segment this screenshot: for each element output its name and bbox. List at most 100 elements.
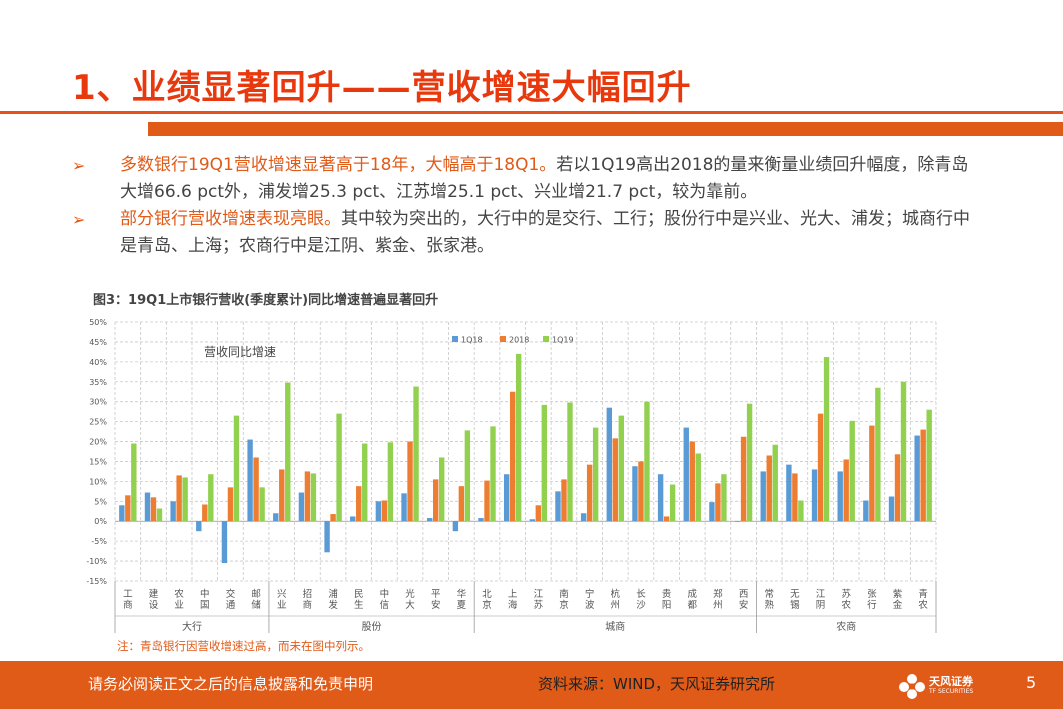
bar-2018 bbox=[253, 457, 259, 522]
bar-2018 bbox=[715, 483, 721, 522]
y-tick-label: -15% bbox=[86, 577, 107, 586]
x-tick-label: 张 bbox=[867, 589, 877, 600]
bullet-item: ➢ 部分银行营收增速表现亮眼。其中较为突出的，大行中的是交行、工行；股份行中是兴… bbox=[72, 206, 972, 260]
x-tick-label: 上 bbox=[508, 589, 518, 600]
bar-2018 bbox=[227, 487, 234, 522]
x-tick-label: 江 bbox=[534, 589, 544, 600]
bar-2018 bbox=[663, 516, 670, 522]
bar-1Q18 bbox=[683, 427, 689, 522]
bar-1Q18 bbox=[811, 469, 818, 522]
bar-1Q18 bbox=[427, 518, 433, 522]
legend-swatch bbox=[452, 336, 458, 342]
y-tick-label: 10% bbox=[89, 477, 107, 486]
bar-2018 bbox=[458, 486, 465, 522]
bar-1Q19 bbox=[208, 474, 214, 522]
bar-2018 bbox=[356, 486, 362, 522]
x-tick-label: 发 bbox=[328, 599, 338, 611]
x-tick-label: 邮 bbox=[251, 588, 261, 600]
bar-1Q19 bbox=[669, 484, 676, 522]
legend-label: 1Q18 bbox=[461, 336, 483, 345]
footer: 请务必阅读正文之后的信息披露和免责申明 资料来源：WIND，天风证券研究所 天风… bbox=[0, 661, 1063, 709]
bullet-highlight: 部分银行营收增速表现亮眼。 bbox=[120, 209, 341, 229]
bar-1Q18 bbox=[221, 521, 228, 564]
bar-2018 bbox=[894, 454, 901, 522]
bar-1Q19 bbox=[387, 442, 394, 522]
bar-1Q19 bbox=[259, 487, 265, 522]
bar-2018 bbox=[509, 391, 516, 522]
x-tick-label: 江 bbox=[816, 589, 826, 600]
x-tick-label: 生 bbox=[354, 599, 364, 611]
bar-2018 bbox=[304, 471, 311, 522]
bar-2018 bbox=[612, 438, 618, 522]
x-tick-label: 锡 bbox=[790, 599, 800, 611]
x-tick-label: 浦 bbox=[328, 588, 338, 600]
bullet-text: 其中较为突出的，大行中的是交行、工行；股份行中是兴业、光大、浦发；城商行中是青岛… bbox=[120, 209, 970, 256]
bar-1Q18 bbox=[170, 501, 176, 522]
legend-swatch bbox=[543, 336, 549, 342]
bar-1Q19 bbox=[823, 357, 830, 522]
x-tick-label: 长 bbox=[636, 588, 646, 600]
y-tick-label: 0% bbox=[94, 517, 107, 526]
bar-2018 bbox=[689, 441, 695, 522]
x-tick-label: 信 bbox=[380, 599, 390, 611]
x-tick-label: 熟 bbox=[764, 599, 774, 611]
bar-1Q18 bbox=[298, 492, 305, 522]
group-label: 城商 bbox=[605, 620, 625, 633]
x-tick-label: 金 bbox=[893, 599, 903, 611]
bar-1Q19 bbox=[182, 477, 188, 522]
bar-2018 bbox=[381, 500, 388, 522]
bar-1Q19 bbox=[875, 387, 881, 522]
bar-1Q19 bbox=[285, 382, 291, 522]
bar-2018 bbox=[740, 436, 747, 522]
bar-1Q18 bbox=[760, 471, 766, 522]
x-tick-label: 郑 bbox=[713, 588, 723, 600]
bar-1Q18 bbox=[580, 513, 587, 522]
slide-title: 1、业绩显著回升——营收增速大幅回升 bbox=[72, 68, 692, 108]
bar-1Q19 bbox=[746, 403, 753, 522]
x-tick-label: 业 bbox=[174, 600, 184, 611]
bar-1Q18 bbox=[401, 493, 407, 522]
bar-1Q18 bbox=[786, 464, 792, 522]
bar-2018 bbox=[535, 505, 542, 522]
arrow-bullet-icon: ➢ bbox=[72, 156, 86, 175]
bar-1Q19 bbox=[926, 409, 932, 522]
x-tick-label: 建 bbox=[149, 588, 159, 600]
x-tick-label: 北 bbox=[482, 589, 492, 600]
y-tick-label: 30% bbox=[89, 398, 107, 407]
chart-note: 注：青岛银行因营收增速过高，而未在图中列示。 bbox=[117, 639, 370, 653]
bar-1Q18 bbox=[247, 439, 253, 522]
x-tick-label: 民 bbox=[354, 589, 364, 600]
x-tick-label: 安 bbox=[431, 599, 441, 611]
group-label: 股份 bbox=[362, 621, 382, 633]
x-tick-label: 兴 bbox=[277, 589, 287, 600]
bar-1Q19 bbox=[772, 444, 778, 522]
bar-1Q18 bbox=[863, 500, 869, 522]
x-tick-label: 华 bbox=[457, 588, 467, 600]
x-tick-label: 都 bbox=[688, 600, 698, 611]
x-tick-label: 平 bbox=[431, 589, 441, 600]
bar-2018 bbox=[150, 497, 157, 522]
bar-1Q19 bbox=[900, 381, 907, 522]
arrow-bullet-icon: ➢ bbox=[72, 210, 86, 229]
x-tick-label: 行 bbox=[867, 599, 877, 611]
bar-1Q18 bbox=[144, 492, 151, 522]
x-tick-label: 宁 bbox=[585, 588, 595, 600]
x-tick-label: 常 bbox=[764, 588, 774, 600]
bar-2018 bbox=[125, 495, 131, 522]
group-label: 大行 bbox=[182, 620, 202, 633]
x-tick-label: 西 bbox=[739, 589, 749, 600]
bar-1Q19 bbox=[721, 474, 727, 522]
bullet-text: 若以1Q19高出2018的量来衡量业绩回升幅度，除青岛大增66.6 pct外，浦… bbox=[120, 155, 969, 202]
legend-label: 2018 bbox=[509, 336, 529, 345]
x-tick-label: 安 bbox=[739, 599, 749, 611]
x-tick-label: 农 bbox=[174, 588, 184, 600]
x-tick-label: 京 bbox=[559, 599, 569, 611]
bar-1Q19 bbox=[490, 426, 496, 522]
x-tick-label: 无 bbox=[790, 589, 800, 600]
bar-1Q19 bbox=[131, 443, 137, 522]
bar-1Q18 bbox=[709, 502, 715, 522]
chart-annotation: 营收同比增速 bbox=[204, 345, 276, 359]
x-tick-label: 苏 bbox=[841, 588, 851, 600]
bar-1Q18 bbox=[324, 521, 330, 553]
title-underline bbox=[0, 111, 1063, 114]
